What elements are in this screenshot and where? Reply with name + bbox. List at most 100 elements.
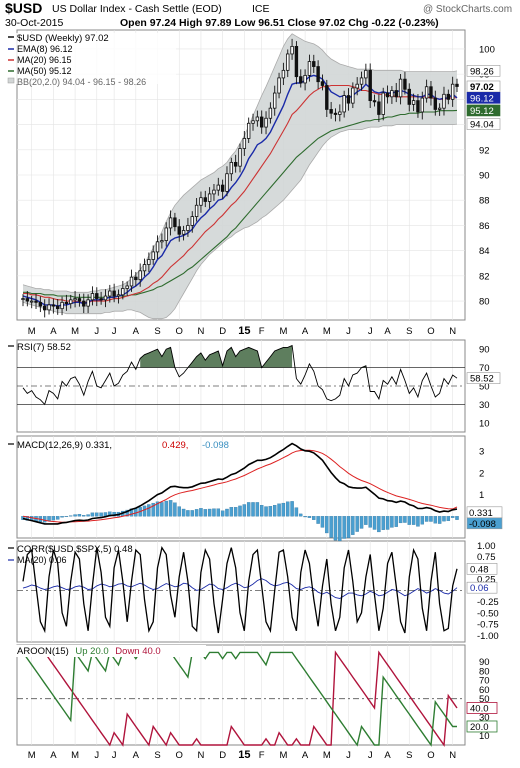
- candle-body: [142, 264, 147, 272]
- price-tick-label: 100: [479, 44, 495, 55]
- macd-histogram-bar: [416, 516, 420, 527]
- macd-histogram-bar: [264, 506, 268, 517]
- price-candle: [303, 69, 307, 91]
- last-value-text: -0.098: [469, 519, 496, 530]
- x-tick-label: D: [219, 750, 226, 761]
- price-candle: [255, 110, 260, 127]
- price-candle: [181, 225, 186, 241]
- candle-body: [29, 300, 34, 303]
- candle-body: [333, 112, 338, 115]
- candle-body: [368, 69, 372, 102]
- macd-tick-label: 1: [479, 490, 484, 501]
- corr-line: [22, 546, 458, 634]
- price-candle: [416, 94, 420, 118]
- price-candle: [194, 198, 199, 222]
- macd-histogram-bar: [424, 516, 429, 522]
- x-tick-label: A: [384, 326, 391, 337]
- last-value-tag: [466, 65, 501, 77]
- price-candle: [64, 294, 69, 311]
- price-bars: [21, 38, 459, 318]
- macd-histogram-bar: [437, 516, 442, 524]
- candle-body: [194, 204, 199, 218]
- price-candle: [281, 62, 286, 86]
- x-tick-label: 15: [238, 325, 250, 337]
- aroon-tick-label: 60: [479, 685, 490, 696]
- candle-body: [25, 298, 30, 302]
- candle-body: [338, 111, 342, 115]
- x-tick-label: O: [176, 750, 183, 761]
- corr-tick-label: -1.00: [477, 631, 499, 642]
- candle-body: [73, 298, 77, 301]
- macd-histogram-bar: [346, 516, 351, 538]
- macd-histogram-bar: [225, 508, 229, 517]
- price-candle: [338, 104, 342, 122]
- macd-histogram-bar: [312, 516, 316, 520]
- candle-body: [320, 81, 325, 86]
- price-candle: [450, 76, 455, 107]
- macd-histogram-bar: [272, 505, 277, 517]
- candle-body: [281, 69, 286, 79]
- candle-body: [203, 197, 207, 202]
- legend-aroon-up: Up 20.0: [75, 646, 108, 657]
- price-candle: [381, 87, 385, 121]
- macd-histogram-bar: [429, 516, 433, 522]
- macd-tick-label: 2: [479, 468, 484, 479]
- legend-background: [6, 33, 176, 84]
- price-candle: [21, 294, 25, 307]
- price-candle: [437, 103, 442, 116]
- candle-body: [95, 293, 99, 299]
- price-candle: [333, 108, 338, 122]
- price-candle: [364, 63, 368, 85]
- macd-histogram-bar: [329, 516, 333, 538]
- macd-histogram-bar: [433, 516, 438, 524]
- legend-swatch-bb: [7, 77, 15, 84]
- x-tick-label: M: [323, 326, 331, 337]
- price-candle: [229, 157, 234, 182]
- macd-histogram-bar: [160, 502, 164, 517]
- last-value-text: 98.26: [470, 66, 494, 77]
- x-tick-label: A: [302, 750, 309, 761]
- aroon-tick-label: 30: [479, 713, 490, 724]
- price-candle: [151, 245, 155, 265]
- bollinger-lower-line: [22, 123, 458, 320]
- candle-body: [381, 92, 385, 115]
- legend-macd-main: MACD(12,26,9) 0.331,: [17, 440, 112, 451]
- macd-line: [22, 442, 458, 525]
- candle-body: [82, 300, 86, 307]
- price-candle: [51, 298, 56, 314]
- legend-aroon-prefix: AROON(15): [17, 646, 69, 657]
- x-tick-label: J: [368, 750, 373, 761]
- rsi-reference-lines: [17, 367, 465, 405]
- macd-histogram-bar: [73, 514, 77, 517]
- candle-body: [64, 301, 69, 305]
- macd-histogram-bar: [125, 509, 129, 517]
- price-candle: [60, 296, 64, 316]
- candle-body: [246, 122, 251, 139]
- last-value-text: 0.48: [470, 564, 489, 575]
- macd-histogram-bar: [420, 516, 424, 525]
- price-candle: [147, 252, 151, 273]
- price-candle: [268, 102, 273, 124]
- macd-histogram-bar: [212, 508, 216, 517]
- macd-panel: 1 2 3 MACD(12,26,9) 0.331, 0.429, -0.098 0…: [8, 440, 503, 542]
- price-candle: [398, 73, 403, 105]
- price-candle: [99, 291, 103, 305]
- price-candle: [372, 94, 377, 107]
- price-candle: [25, 291, 30, 307]
- candle-body: [47, 304, 51, 311]
- x-tick-label: F: [259, 326, 265, 337]
- price-tick-label: 88: [479, 196, 490, 207]
- price-candle: [108, 284, 112, 303]
- x-tick-label: M: [279, 750, 287, 761]
- last-value-tag: [466, 372, 501, 384]
- macd-signal-line: [22, 449, 458, 523]
- candle-body: [138, 270, 142, 281]
- corr-tick-label: -0.25: [477, 597, 499, 608]
- macd-histogram-bar: [238, 505, 242, 517]
- price-candle: [125, 281, 129, 296]
- macd-histogram-bar: [95, 512, 99, 517]
- price-candle: [77, 293, 82, 307]
- rsi-tick-label: 90: [479, 345, 490, 356]
- candle-body: [364, 69, 368, 79]
